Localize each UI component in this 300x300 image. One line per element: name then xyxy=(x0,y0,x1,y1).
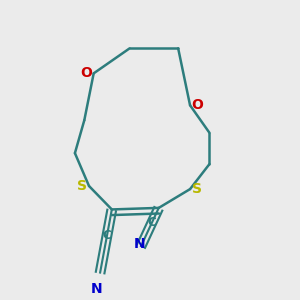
Text: N: N xyxy=(91,282,103,296)
Text: O: O xyxy=(80,66,92,80)
Text: O: O xyxy=(191,98,203,112)
Text: N: N xyxy=(134,237,145,251)
Text: C: C xyxy=(103,229,111,242)
Text: S: S xyxy=(77,179,87,193)
Text: C: C xyxy=(148,216,156,229)
Text: S: S xyxy=(192,182,202,196)
